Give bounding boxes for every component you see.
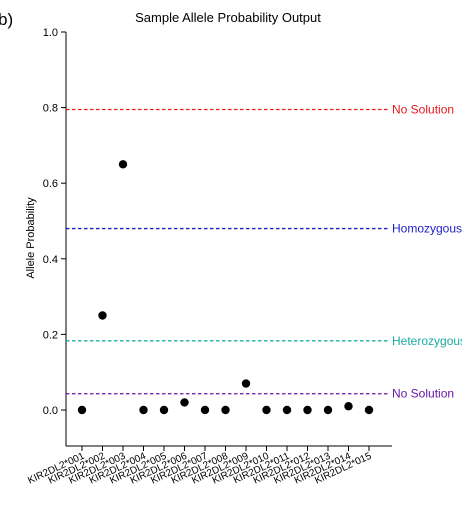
data-point bbox=[118, 160, 128, 169]
y-tick-label: 0.4 bbox=[43, 254, 58, 266]
data-point bbox=[221, 405, 230, 415]
data-point bbox=[77, 405, 87, 415]
data-point bbox=[282, 405, 292, 415]
y-tick-label: 0.8 bbox=[43, 103, 58, 115]
data-point bbox=[241, 379, 251, 388]
y-axis-title: Allele Probability bbox=[25, 197, 37, 279]
data-point bbox=[323, 405, 333, 415]
reference-line-label: Homozygous bbox=[392, 222, 462, 236]
y-tick-label: 0.2 bbox=[43, 329, 58, 341]
data-point bbox=[98, 311, 107, 320]
reference-lines: No Solution Homozygous Heterozygous No Solu… bbox=[66, 102, 462, 401]
data-points bbox=[77, 160, 374, 415]
data-point bbox=[364, 405, 374, 415]
reference-line-label: No Solution bbox=[392, 102, 454, 116]
panel-label: b) bbox=[0, 10, 13, 29]
y-axis-ticks: 0.0 0.2 0.4 0.6 0.8 1.0 bbox=[43, 27, 66, 417]
data-point bbox=[344, 402, 353, 411]
data-point bbox=[139, 405, 148, 415]
reference-line-label: No Solution bbox=[392, 387, 454, 401]
y-tick-label: 1.0 bbox=[43, 27, 58, 39]
chart-title: Sample Allele Probability Output bbox=[135, 10, 321, 25]
data-point bbox=[303, 405, 312, 415]
data-point bbox=[200, 405, 210, 415]
data-point bbox=[180, 398, 189, 407]
x-axis-ticks: KIR2DL2*001KIR2DL2*002KIR2DL2*003KIR2DL2… bbox=[26, 446, 374, 487]
reference-line-label: Heterozygous bbox=[392, 334, 462, 348]
data-point bbox=[262, 405, 271, 415]
y-tick-label: 0.6 bbox=[43, 178, 58, 190]
y-tick-label: 0.0 bbox=[43, 405, 58, 417]
data-point bbox=[159, 405, 169, 415]
